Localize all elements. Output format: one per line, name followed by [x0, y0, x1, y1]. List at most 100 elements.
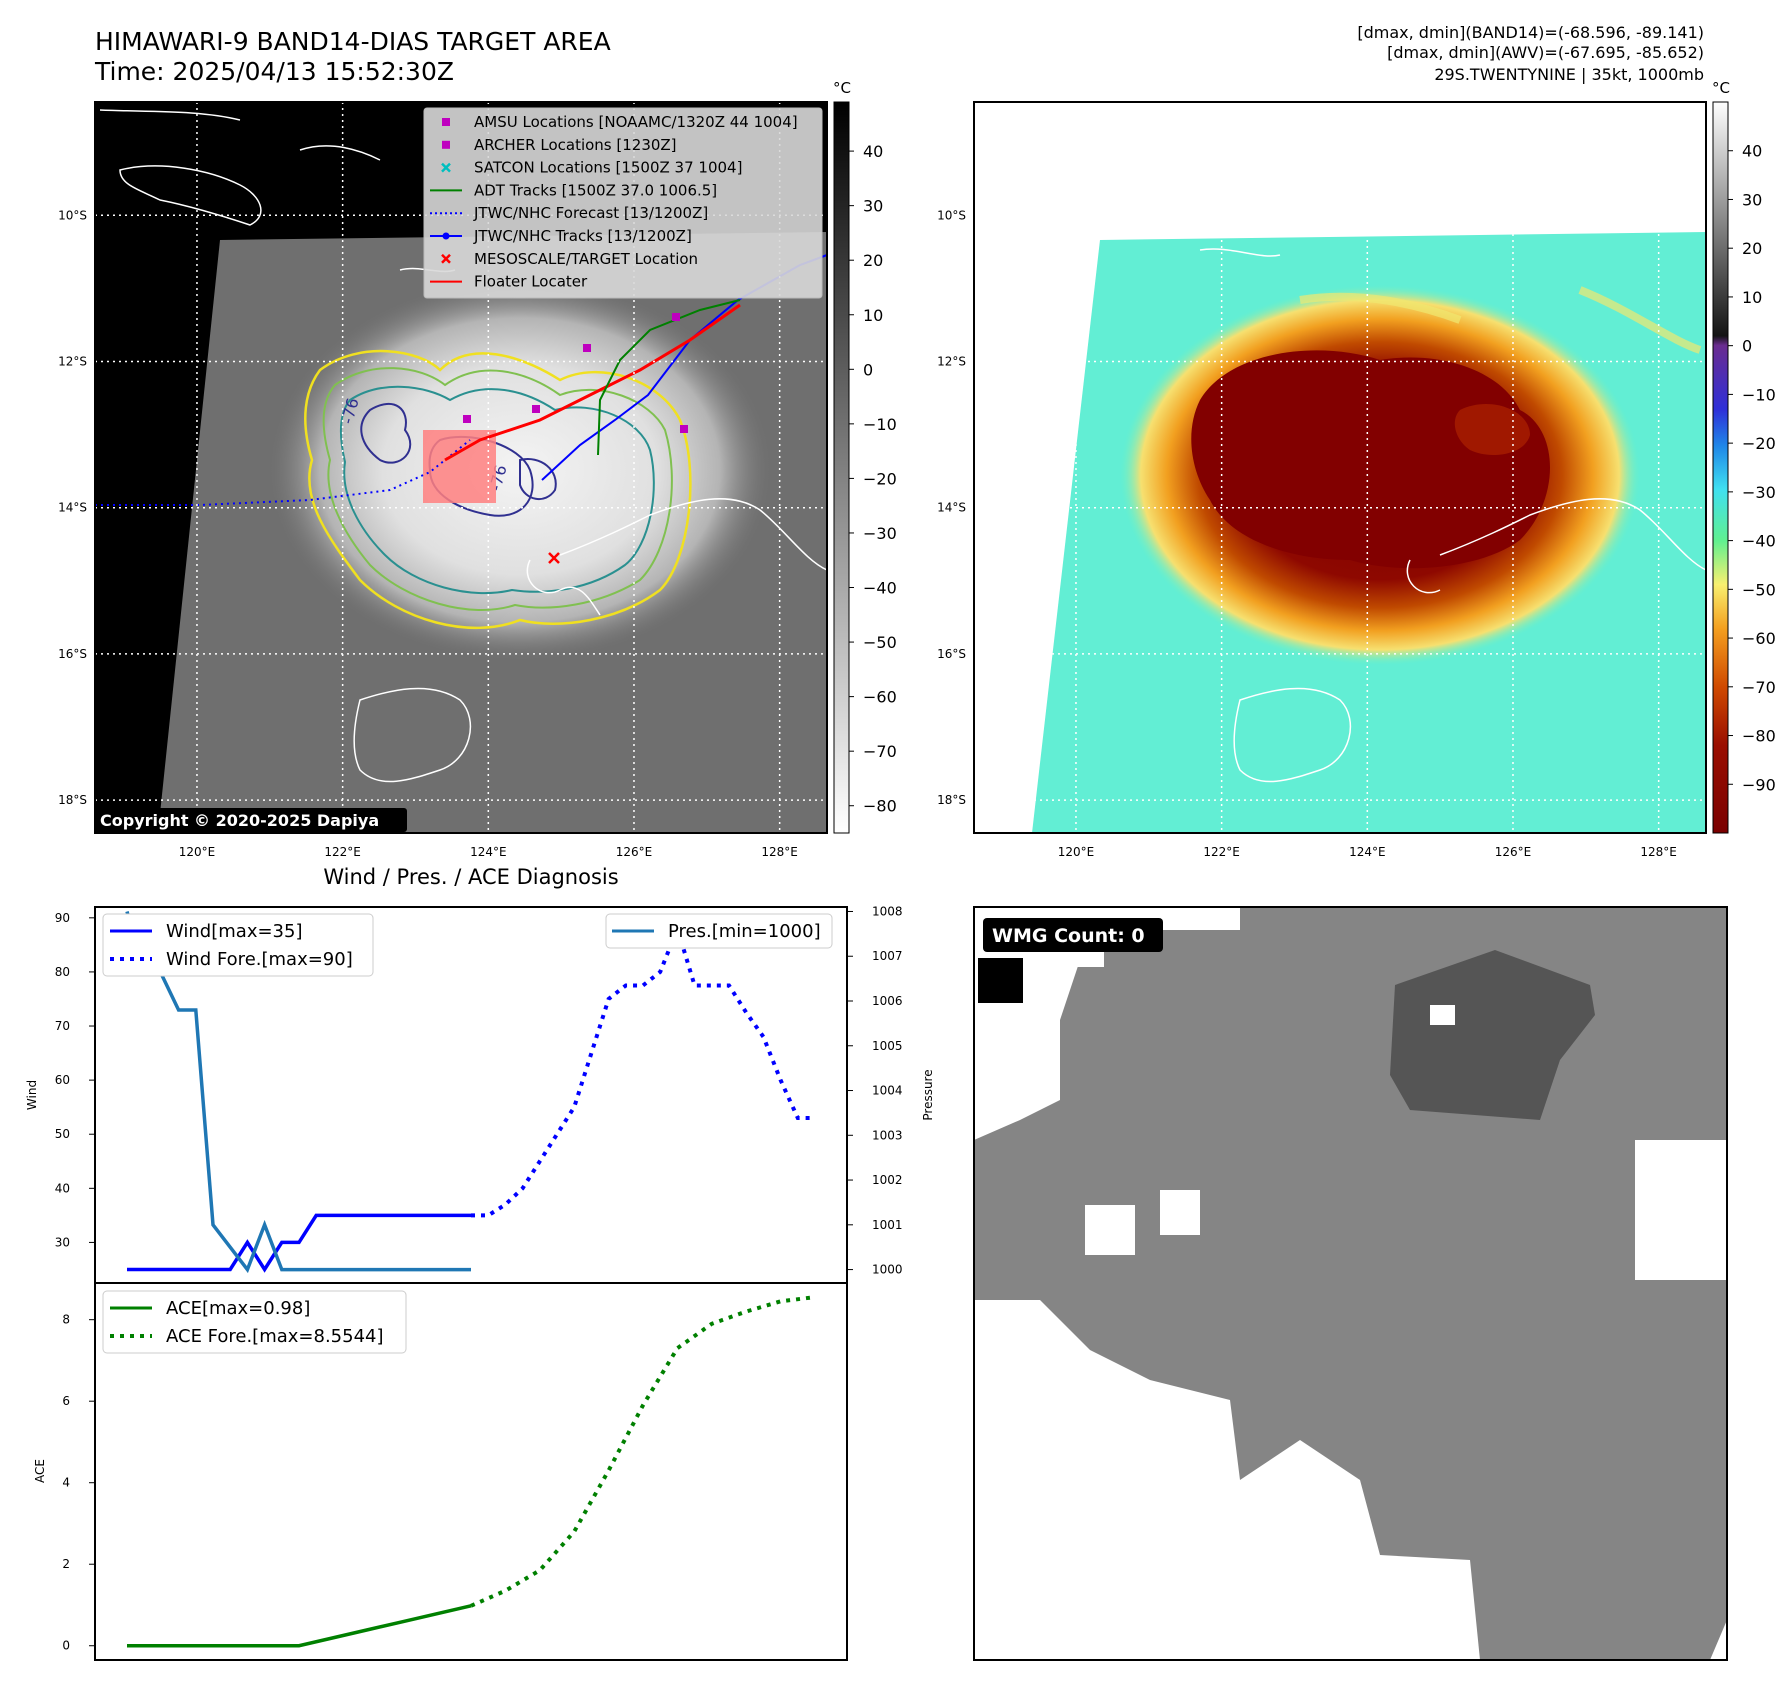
- contour-teal: [339, 385, 655, 594]
- legend-label: Floater Locater: [474, 273, 588, 291]
- archer-marker: [680, 425, 688, 433]
- legend-marker: [441, 162, 451, 173]
- lat-tick-label: 18°S: [937, 793, 966, 807]
- ace-tick-label: 0: [62, 1639, 70, 1653]
- pressure-tick-label: 1000: [872, 1263, 903, 1277]
- colorbar-tick-label: −10: [863, 415, 897, 434]
- map-legend: AMSU Locations [NOAAMC/1320Z 44 1004] ARC…: [423, 107, 823, 299]
- legend-label: ACE Fore.[max=8.5544]: [166, 1326, 384, 1347]
- mesoscale-target-marker: [548, 552, 560, 564]
- legend-box: [102, 913, 374, 977]
- legend-label: Pres.[min=1000]: [668, 921, 821, 942]
- series-line: [127, 1213, 471, 1273]
- colorbar-tick-label: −80: [863, 797, 897, 816]
- wind-tick-label: 90: [55, 911, 70, 925]
- lon-tick-label: 124°E: [470, 845, 507, 859]
- wmg-label-box: [983, 918, 1163, 952]
- lon-tick-label: 126°E: [1495, 845, 1532, 859]
- map-gridlines: [974, 102, 1706, 833]
- series-line: [471, 922, 815, 1218]
- copyright-box: [95, 808, 407, 832]
- lat-tick-label: 18°S: [58, 793, 87, 807]
- wmg-dark-region: [1390, 950, 1595, 1120]
- ace-tick-label: 2: [62, 1557, 70, 1571]
- lon-tick-label: 120°E: [1058, 845, 1095, 859]
- colorbar-tick-label: −50: [1742, 580, 1776, 599]
- legend-label: ACE[max=0.98]: [166, 1298, 310, 1319]
- colorbar-color-ticks: 40 30 20 10 0 −10 −20 −30 −40 −50 −60 −70 −80 −90: [1728, 142, 1776, 794]
- info-line-3: 29S.TWENTYNINE | 35kt, 1000mb: [1434, 65, 1704, 84]
- legend-label: JTWC/NHC Tracks [13/1200Z]: [473, 227, 692, 245]
- pressure-legend: Pres.[min=1000]: [605, 913, 833, 949]
- contour-green: [322, 367, 673, 612]
- adt-track: [597, 299, 741, 456]
- colorbar-tick-label: −20: [863, 469, 897, 488]
- legend-box: [102, 1290, 407, 1354]
- colorbar-tick-label: 40: [863, 142, 883, 161]
- lon-tick-label: 128°E: [1640, 845, 1677, 859]
- ace-axis-label: ACE: [33, 1459, 47, 1483]
- legend-label: SATCON Locations [1500Z 37 1004]: [474, 159, 742, 177]
- wmg-white-patch: [1085, 1205, 1135, 1255]
- coastline-island: [119, 165, 262, 226]
- pressure-tick-label: 1007: [872, 949, 903, 963]
- colorbar-tick-label: 30: [1742, 190, 1762, 209]
- color-map-panel: [974, 102, 1706, 833]
- lat-tick-label: 14°S: [937, 501, 966, 515]
- info-line-2: [dmax, dmin](AWV)=(-67.695, -85.652): [1387, 43, 1704, 62]
- lon-tick-label: 122°E: [1203, 845, 1240, 859]
- ace-tick-label: 8: [62, 1313, 70, 1327]
- map-frame: [94, 101, 828, 834]
- series-line: [470, 1295, 816, 1608]
- series-line: [125, 911, 471, 1274]
- pressure-tick-label: 1004: [872, 1084, 903, 1098]
- cold-cloud-cell: [1454, 404, 1530, 455]
- lon-tick-label: 122°E: [324, 845, 361, 859]
- colorbar-tick-label: 0: [1742, 337, 1752, 356]
- wmg-count-label: WMG Count: 0: [992, 925, 1145, 947]
- wind-tick-label: 60: [55, 1073, 70, 1087]
- wmg-black-patch: [978, 958, 1023, 1003]
- lon-tick-label: 124°E: [1349, 845, 1386, 859]
- ace-tick-label: 6: [62, 1394, 70, 1408]
- colorbar-tick-label: −60: [863, 688, 897, 707]
- colorbar-gray-unit: °C: [833, 79, 851, 97]
- wind-axis-label: Wind: [25, 1080, 39, 1110]
- figure-title: HIMAWARI-9 BAND14-DIAS TARGET AREA: [95, 27, 611, 56]
- colorbar-tick-label: 40: [1742, 142, 1762, 161]
- coastline-australia: [1406, 498, 1706, 594]
- archer-marker: [463, 415, 471, 423]
- pressure-tick-label: 1008: [872, 904, 903, 918]
- contour-yellow: [304, 349, 692, 630]
- colorbar-gray-ticks: 40 30 20 10 0 −10 −20 −30 −40 −50 −60 −70 −80: [849, 142, 897, 816]
- diagnosis-title: Wind / Pres. / ACE Diagnosis: [323, 865, 618, 889]
- lat-tick-label: 12°S: [937, 355, 966, 369]
- colorbar-tick-label: −90: [1742, 775, 1776, 794]
- map-axis-labels: 120°E 122°E 124°E 126°E 128°E 10°S 12°S 14°S 16°…: [937, 208, 1677, 859]
- cold-cloud-core: [1191, 350, 1550, 569]
- legend-label: Wind Fore.[max=90]: [166, 949, 353, 970]
- colorbar-tick-label: −70: [1742, 678, 1776, 697]
- wind-legend: Wind[max=35] Wind Fore.[max=90]: [102, 913, 374, 977]
- figure-time: Time: 2025/04/13 15:52:30Z: [94, 57, 454, 86]
- pressure-tick-label: 1006: [872, 994, 903, 1008]
- lon-tick-label: 128°E: [761, 845, 798, 859]
- legend-marker: [442, 140, 450, 149]
- lat-tick-label: 12°S: [58, 355, 87, 369]
- legend-label: JTWC/NHC Forecast [13/1200Z]: [473, 204, 708, 222]
- colorbar-tick-label: 10: [863, 306, 883, 325]
- series-line: [127, 1604, 472, 1648]
- floater-locater-track: [444, 303, 741, 462]
- lat-tick-label: 10°S: [937, 208, 966, 222]
- legend-label: MESOSCALE/TARGET Location: [474, 250, 698, 268]
- wmg-white-patch: [1430, 1005, 1455, 1025]
- colorbar-tick-label: −70: [863, 742, 897, 761]
- colorbar-color: [1712, 101, 1729, 834]
- wind-pressure-chart: 30 40 50 60 70 80 90 1000 1001 1002 1003 1004 1005 10…: [55, 904, 903, 1276]
- lon-tick-label: 120°E: [179, 845, 216, 859]
- colorbar-gray: [833, 101, 850, 834]
- cloud-band: [1299, 286, 1702, 354]
- colorbar-tick-label: −30: [1742, 483, 1776, 502]
- info-line-1: [dmax, dmin](BAND14)=(-68.596, -89.141): [1357, 23, 1704, 42]
